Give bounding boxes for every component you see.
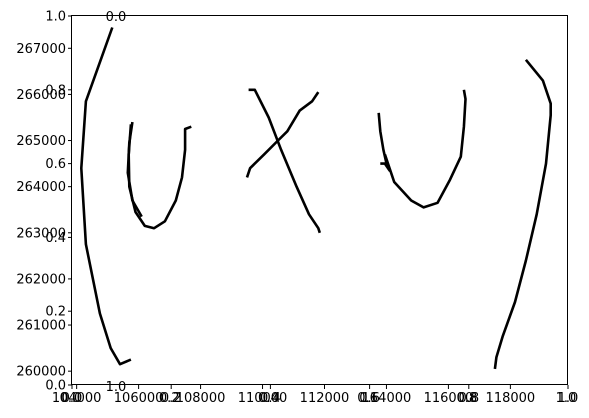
y-tick-label: 263000 [16, 226, 66, 241]
overlay-y-tick-label: 1.0 [45, 10, 66, 25]
x-tick-label: 116000 [424, 391, 474, 406]
plot-frame [71, 15, 568, 385]
overlay-y-tick-label: 0.6 [45, 157, 66, 172]
series-line-6 [377, 112, 391, 172]
series-line-5 [245, 91, 320, 178]
inner-x-tick-label: 0.6 [357, 391, 378, 406]
overlay-y-tick-label: 0.4 [45, 231, 66, 246]
overlay-y-tick-label: 0.2 [45, 305, 66, 320]
series-line-8 [493, 58, 552, 370]
y-tick-label: 267000 [16, 42, 66, 57]
stray-label-top: 0.0 [106, 10, 127, 25]
inner-x-tick-label: 0.4 [258, 391, 279, 406]
x-tick-label: 114000 [362, 391, 412, 406]
overlay-y-tick-label: 0.8 [45, 83, 66, 98]
series-line-3 [127, 124, 192, 230]
ticks-layer: 104000 106000 108000 110000 112000 114000 1160… [16, 10, 578, 407]
x-tick-label: 112000 [300, 391, 350, 406]
inner-x-tick-label: 0.8 [456, 391, 477, 406]
x-tick-label: 110000 [238, 391, 288, 406]
overlay-x-tick-label: 1.0 [558, 391, 579, 406]
series-line-4 [248, 88, 322, 234]
overlay-x-tick-label: 0.8 [458, 391, 479, 406]
x-tick-label: 106000 [114, 391, 164, 406]
y-tick-label: 262000 [16, 272, 66, 287]
inner-x-tick-label: 0.2 [159, 391, 180, 406]
y-tick-label: 265000 [16, 134, 66, 149]
x-tick-label: 104000 [52, 391, 102, 406]
x-tick-label: 108000 [176, 391, 226, 406]
y-tick-label: 264000 [16, 180, 66, 195]
y-tick-label: 266000 [16, 88, 66, 103]
x-tick-label: 118000 [486, 391, 536, 406]
overlay-x-tick-label: 0.2 [161, 391, 182, 406]
overlay-x-tick-label: 0.4 [260, 391, 281, 406]
series-line-1 [80, 27, 132, 366]
inner-x-tick-label: 1.0 [556, 391, 577, 406]
y-tick-label: 261000 [16, 319, 66, 334]
overlay-y-tick-label: 0.0 [45, 379, 66, 394]
y-tick-label: 260000 [16, 365, 66, 380]
inner-x-tick-label: 0.0 [60, 391, 81, 406]
overlay-x-tick-label: 0.6 [359, 391, 380, 406]
series-line-7 [383, 89, 467, 209]
stray-label-bottom: 1.0 [106, 380, 127, 395]
overlay-x-tick-label: 0.0 [62, 391, 83, 406]
series-layer [80, 27, 552, 370]
